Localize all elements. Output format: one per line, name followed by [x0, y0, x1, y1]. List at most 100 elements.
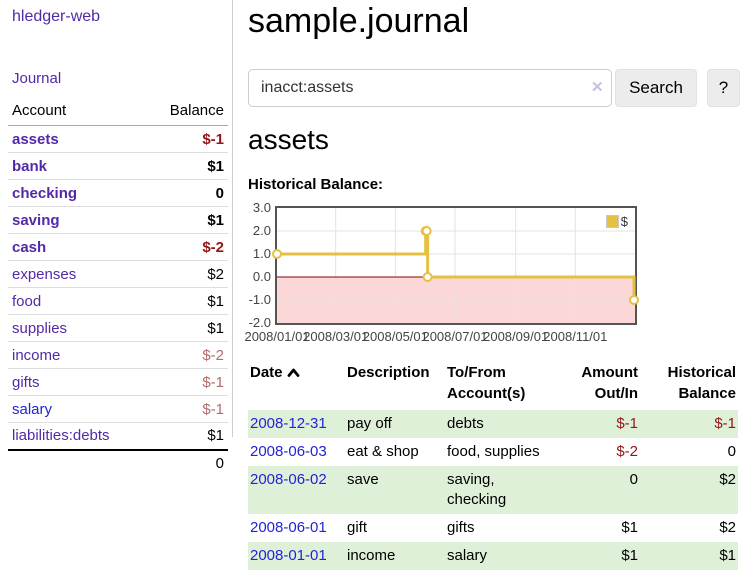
- accounts-header-balance: Balance: [146, 98, 228, 126]
- register-table: Date Description To/From Account(s) Amou…: [248, 360, 738, 570]
- transaction-balance: $1: [719, 547, 736, 564]
- account-link-cash[interactable]: cash: [12, 238, 47, 256]
- account-row: saving $1: [8, 206, 228, 234]
- account-link-saving[interactable]: saving: [12, 211, 60, 229]
- transaction-accounts: salary: [445, 542, 550, 570]
- plot-area[interactable]: $: [272, 206, 640, 325]
- account-row: assets $-1: [8, 125, 228, 153]
- account-balance: $-1: [202, 373, 224, 391]
- x-axis-tick: 2008/07/01: [422, 329, 488, 344]
- account-link-liabilities-debts[interactable]: liabilities:debts: [12, 427, 110, 445]
- account-row: liabilities:debts $1: [8, 422, 228, 450]
- table-row: 2008-01-01 income salary $1 $1: [248, 542, 738, 570]
- account-balance: $2: [207, 265, 224, 283]
- register-header-tofrom: To/From Account(s): [447, 364, 526, 402]
- transaction-description: eat & shop: [347, 443, 419, 460]
- account-balance: $1: [207, 427, 224, 445]
- y-axis-tick: 2.0: [252, 223, 271, 238]
- account-row: bank $1: [8, 152, 228, 180]
- y-axis-tick: -2.0: [248, 315, 271, 330]
- account-heading: assets: [248, 124, 329, 155]
- transaction-date-link[interactable]: 2008-12-31: [250, 415, 327, 432]
- register-header-description: Description: [347, 364, 430, 381]
- search-button[interactable]: Search: [615, 69, 697, 107]
- transaction-description: pay off: [345, 410, 445, 438]
- account-row: supplies $1: [8, 314, 228, 342]
- account-balance: $1: [207, 211, 224, 229]
- sidebar-divider: [232, 0, 233, 437]
- transaction-amount: $1: [621, 547, 638, 564]
- x-axis-tick: 2008/01/01: [244, 329, 310, 344]
- chart-legend: $: [603, 213, 630, 230]
- account-balance: $-2: [202, 346, 224, 364]
- chart-heading: Historical Balance:: [248, 176, 384, 193]
- account-row: salary $-1: [8, 395, 228, 423]
- account-balance: $1: [207, 292, 224, 310]
- help-button[interactable]: ?: [707, 69, 740, 107]
- table-row: 2008-06-02 save saving, checking 0 $2: [248, 466, 738, 514]
- transaction-amount: $-1: [616, 415, 638, 432]
- account-link-food[interactable]: food: [12, 292, 42, 310]
- account-row: cash $-2: [8, 233, 228, 261]
- accounts-table: Account Balance assets $-1 bank $1 checkin…: [8, 98, 228, 477]
- account-balance: $1: [207, 157, 224, 175]
- transaction-accounts: gifts: [447, 519, 475, 536]
- account-link-assets[interactable]: assets: [12, 130, 59, 148]
- account-balance: $1: [207, 319, 224, 337]
- transaction-description: income: [345, 542, 445, 570]
- account-row: income $-2: [8, 341, 228, 369]
- account-row: expenses $2: [8, 260, 228, 288]
- transaction-amount: $-2: [616, 443, 638, 460]
- account-link-gifts[interactable]: gifts: [12, 373, 40, 391]
- sort-ascending-icon: [287, 368, 299, 377]
- accounts-header-account: Account: [8, 98, 147, 126]
- x-axis-tick: 2008/03/01: [303, 329, 369, 344]
- accounts-total: 0: [146, 448, 228, 477]
- transaction-date-link[interactable]: 2008-06-03: [250, 443, 327, 460]
- account-row: checking 0: [8, 179, 228, 207]
- y-axis-tick: 0.0: [252, 269, 271, 284]
- register-header-date[interactable]: Date: [248, 360, 345, 410]
- transaction-date-link[interactable]: 2008-01-01: [250, 547, 327, 564]
- legend-swatch-icon: [605, 215, 619, 228]
- sidebar-item-journal[interactable]: Journal: [12, 70, 62, 87]
- x-axis-tick: 2008/05/01: [362, 329, 428, 344]
- y-axis-tick: 1.0: [252, 246, 271, 261]
- register-header-amount: Amount Out/In: [581, 364, 638, 402]
- account-balance: $-1: [202, 130, 224, 148]
- account-balance: 0: [215, 184, 224, 202]
- account-link-checking[interactable]: checking: [12, 184, 78, 202]
- page-title: sample.journal: [248, 2, 470, 40]
- transaction-date-link[interactable]: 2008-06-02: [250, 471, 327, 488]
- transaction-balance: $2: [719, 471, 736, 488]
- transaction-balance: $2: [719, 519, 736, 536]
- x-axis-tick: 2008/11/01: [543, 329, 608, 344]
- legend-label: $: [620, 214, 628, 229]
- transaction-accounts: debts: [445, 410, 550, 438]
- transaction-amount: 0: [629, 471, 638, 488]
- brand-link[interactable]: hledger-web: [12, 8, 101, 25]
- transaction-amount: $1: [621, 519, 638, 536]
- transaction-date-link[interactable]: 2008-06-01: [250, 519, 327, 536]
- transaction-accounts: food, supplies: [447, 443, 540, 460]
- table-row: 2008-12-31 pay off debts $-1 $-1: [248, 410, 738, 438]
- search-input[interactable]: [248, 69, 612, 107]
- register-header-balance: Historical Balance: [667, 364, 736, 402]
- account-row: food $1: [8, 287, 228, 315]
- account-balance: $-2: [202, 238, 224, 256]
- account-link-income[interactable]: income: [12, 346, 61, 364]
- account-link-bank[interactable]: bank: [12, 157, 48, 175]
- clear-search-icon[interactable]: ✕: [591, 79, 604, 96]
- transaction-description: gift: [347, 519, 368, 536]
- y-axis-tick: 3.0: [252, 200, 271, 215]
- account-row: gifts $-1: [8, 368, 228, 396]
- chart-canvas: [272, 208, 640, 323]
- y-axis-tick: -1.0: [248, 292, 271, 307]
- account-link-supplies[interactable]: supplies: [12, 319, 68, 337]
- table-row: 2008-06-03 eat & shop food, supplies $-2…: [248, 438, 738, 466]
- account-link-salary[interactable]: salary: [12, 400, 53, 418]
- account-link-expenses[interactable]: expenses: [12, 265, 77, 283]
- transaction-accounts: saving, checking: [445, 466, 550, 514]
- transaction-balance: $-1: [714, 415, 736, 432]
- x-axis-tick: 2008/09/01: [483, 329, 549, 344]
